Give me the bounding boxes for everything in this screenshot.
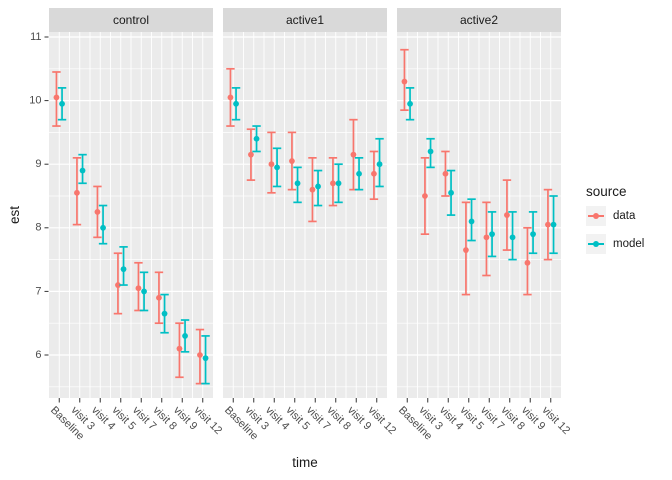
point-data bbox=[309, 186, 316, 193]
point-model bbox=[120, 266, 127, 273]
point-model bbox=[356, 170, 362, 177]
pointrange-glyph-dot bbox=[592, 212, 600, 220]
y-tick-label: 6 bbox=[35, 349, 41, 361]
point-model bbox=[376, 161, 383, 168]
y-axis-title: est bbox=[7, 206, 22, 225]
point-data bbox=[156, 294, 162, 301]
legend: source data model bbox=[586, 184, 644, 262]
point-data bbox=[248, 151, 254, 158]
point-model bbox=[202, 355, 209, 362]
point-data bbox=[227, 94, 234, 101]
point-data bbox=[197, 352, 203, 358]
facet-strip-control: control bbox=[49, 8, 213, 32]
point-model bbox=[315, 183, 321, 190]
point-model bbox=[274, 164, 280, 171]
point-model bbox=[530, 231, 536, 238]
point-model bbox=[141, 288, 147, 295]
point-data bbox=[289, 158, 295, 164]
point-data bbox=[350, 151, 357, 158]
point-data bbox=[422, 193, 428, 199]
point-data bbox=[268, 161, 275, 168]
point-data bbox=[74, 189, 80, 196]
facet-strip-active1: active1 bbox=[223, 8, 387, 32]
y-tick-label: 9 bbox=[35, 158, 41, 170]
point-model bbox=[335, 180, 342, 187]
point-data bbox=[442, 170, 449, 177]
point-model bbox=[550, 221, 557, 228]
point-model bbox=[407, 100, 413, 107]
y-tick-label: 11 bbox=[30, 31, 41, 43]
point-data bbox=[463, 247, 469, 253]
y-tick-label: 7 bbox=[35, 285, 41, 297]
legend-entry-data: data bbox=[586, 206, 644, 226]
legend-title: source bbox=[586, 184, 627, 199]
point-model bbox=[100, 224, 106, 231]
point-data bbox=[504, 212, 510, 218]
point-model bbox=[509, 234, 516, 241]
facet-strip-active2: active2 bbox=[397, 8, 561, 32]
point-data bbox=[545, 221, 551, 228]
point-model bbox=[448, 189, 454, 196]
point-data bbox=[371, 170, 377, 177]
point-model bbox=[233, 100, 239, 107]
point-model bbox=[59, 100, 65, 107]
point-model bbox=[468, 218, 475, 225]
pointrange-glyph-dot bbox=[592, 240, 600, 248]
legend-key-data-icon bbox=[586, 206, 606, 226]
legend-key-model-icon bbox=[586, 234, 606, 254]
point-model bbox=[489, 231, 495, 238]
point-data bbox=[135, 285, 142, 292]
point-data bbox=[330, 180, 336, 187]
point-data bbox=[94, 209, 101, 215]
point-model bbox=[253, 135, 260, 142]
legend-label-data: data bbox=[613, 210, 636, 222]
point-model bbox=[79, 167, 86, 174]
point-data bbox=[524, 259, 531, 266]
point-model bbox=[294, 180, 301, 187]
y-tick-label: 10 bbox=[29, 95, 41, 107]
point-data bbox=[401, 78, 408, 85]
point-data bbox=[53, 94, 60, 101]
point-model bbox=[182, 333, 188, 339]
point-model bbox=[161, 310, 168, 317]
point-data bbox=[176, 345, 183, 352]
y-tick-label: 8 bbox=[35, 222, 41, 234]
legend-label-model: model bbox=[613, 238, 645, 250]
point-model bbox=[427, 148, 434, 155]
x-axis-title: time bbox=[292, 455, 318, 470]
point-data bbox=[483, 234, 490, 241]
legend-entry-model: model bbox=[586, 234, 644, 254]
point-data bbox=[115, 282, 121, 288]
